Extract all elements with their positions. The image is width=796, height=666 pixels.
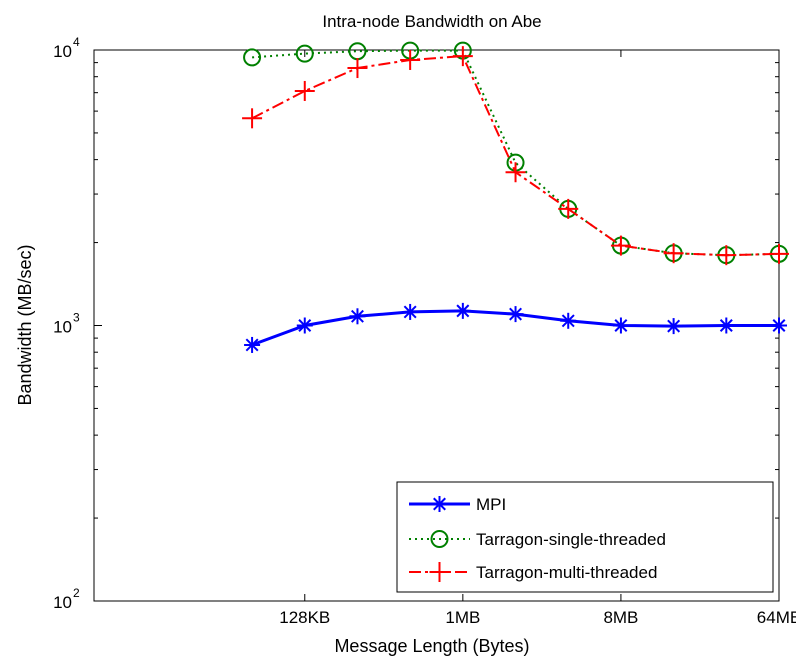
data-point-tarragon-multi-threaded	[347, 58, 368, 79]
legend-label: MPI	[476, 495, 506, 514]
data-point-mpi	[402, 303, 419, 320]
legend-entry-tarragon-multi-threaded: Tarragon-multi-threaded	[409, 562, 657, 582]
data-point-mpi	[612, 317, 629, 334]
legend-label: Tarragon-multi-threaded	[476, 563, 657, 582]
series-tarragon-multi-threaded	[242, 46, 789, 266]
data-point-mpi	[560, 312, 577, 329]
series-mpi	[244, 302, 787, 353]
data-point-mpi	[296, 317, 313, 334]
data-point-tarragon-multi-threaded	[663, 243, 684, 264]
data-point-tarragon-multi-threaded	[505, 162, 526, 183]
x-tick-label: 1MB	[445, 608, 480, 627]
y-tick-base: 10	[53, 593, 72, 612]
x-tick-label: 64MB	[757, 608, 796, 627]
data-point-tarragon-multi-threaded	[242, 108, 263, 129]
data-point-legend-mpi	[431, 496, 448, 512]
data-point-tarragon-multi-threaded	[610, 235, 631, 256]
y-tick-base: 10	[53, 42, 72, 61]
data-point-mpi	[349, 308, 366, 325]
data-point-tarragon-multi-threaded	[294, 80, 315, 101]
x-axis-label: Message Length (Bytes)	[334, 636, 529, 656]
data-point-legend-tarragon-multi-threaded	[429, 562, 450, 582]
data-point-mpi	[718, 317, 735, 334]
y-tick-exponent: 4	[73, 35, 80, 49]
data-point-mpi	[454, 302, 471, 319]
data-point-tarragon-multi-threaded	[400, 49, 421, 70]
data-point-tarragon-multi-threaded	[769, 243, 789, 264]
series-layer	[242, 41, 789, 353]
y-tick-label: 10 3	[53, 311, 80, 337]
legend-entry-tarragon-single-threaded: Tarragon-single-threaded	[409, 530, 666, 549]
data-point-tarragon-multi-threaded	[716, 245, 737, 266]
y-tick-base: 10	[53, 318, 72, 337]
y-axis-label: Bandwidth (MB/sec)	[15, 244, 35, 405]
legend-entry-mpi: MPI	[409, 495, 506, 514]
y-tick-label: 10 4	[53, 35, 80, 61]
data-point-mpi	[665, 318, 682, 335]
legend-box	[396, 481, 774, 593]
legend-label: Tarragon-single-threaded	[476, 530, 666, 549]
data-point-tarragon-multi-threaded	[558, 198, 579, 219]
data-point-tarragon-single-threaded	[295, 44, 314, 63]
y-tick-label: 10 2	[53, 586, 80, 612]
chart-title: Intra-node Bandwidth on Abe	[322, 12, 541, 31]
data-point-mpi	[771, 317, 787, 334]
data-point-tarragon-single-threaded	[243, 48, 262, 67]
x-tick-label: 8MB	[603, 608, 638, 627]
y-tick-exponent: 3	[73, 311, 80, 325]
data-point-legend-tarragon-single-threaded	[430, 530, 449, 548]
legend: MPI Tarragon-single-threaded Tarragon-mult…	[396, 481, 774, 593]
data-point-tarragon-multi-threaded	[452, 46, 473, 67]
data-point-mpi	[244, 336, 261, 353]
y-tick-exponent: 2	[73, 586, 80, 600]
x-tick-label: 128KB	[279, 608, 330, 627]
data-point-mpi	[507, 306, 524, 323]
